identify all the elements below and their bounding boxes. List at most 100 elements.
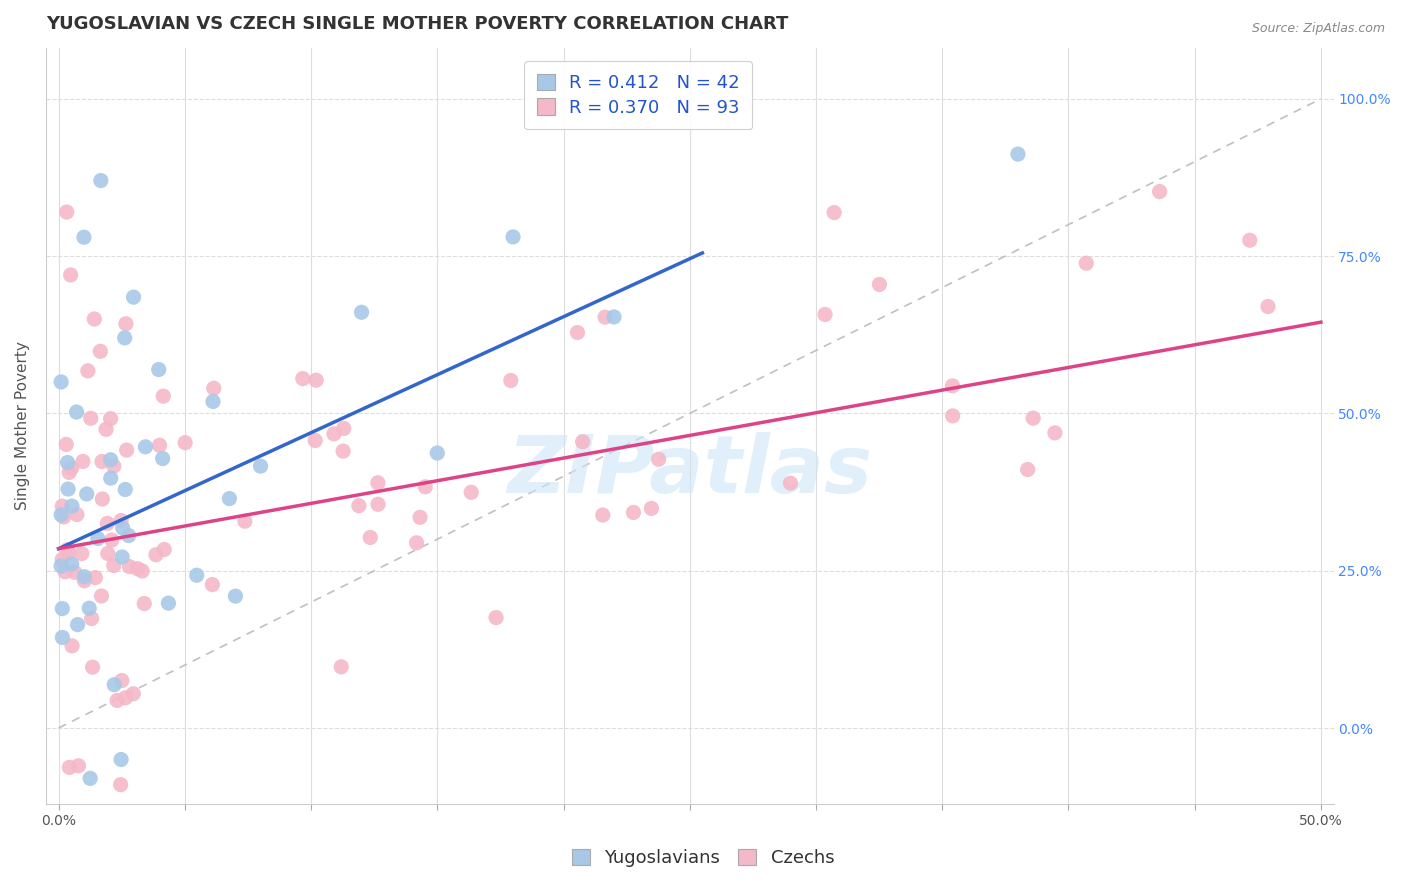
Point [87, 532, 110, 546]
Point [111, 673, 134, 688]
Point [73, 574, 96, 588]
Point [868, 277, 890, 292]
Point [485, 610, 508, 624]
Point [55, 205, 77, 219]
Point [571, 434, 593, 449]
Point [322, 426, 344, 441]
Point [111, 549, 134, 564]
Point [70, 547, 93, 561]
Point [76, 364, 98, 378]
Point [94, 422, 117, 436]
Point [84, 571, 107, 585]
Point [65, 405, 87, 419]
Point [367, 497, 389, 511]
Point [83, 312, 105, 326]
Point [58, 760, 80, 774]
Point [134, 597, 156, 611]
Point [100, 452, 122, 467]
Point [823, 205, 845, 219]
Point [305, 373, 328, 387]
Point [233, 514, 256, 528]
Point [218, 491, 240, 506]
Point [51, 601, 73, 615]
Point [105, 693, 128, 707]
Point [66, 508, 89, 522]
Point [72, 454, 94, 468]
Point [367, 475, 389, 490]
Point [103, 558, 125, 573]
Point [330, 660, 353, 674]
Point [145, 548, 167, 562]
Point [201, 577, 224, 591]
Point [114, 690, 136, 705]
Point [103, 678, 125, 692]
Point [304, 434, 326, 448]
Point [55, 437, 77, 451]
Point [103, 459, 125, 474]
Point [332, 421, 354, 435]
Point [413, 480, 436, 494]
Point [157, 596, 180, 610]
Point [90, 589, 112, 603]
Point [127, 562, 149, 576]
Point [76, 487, 98, 501]
Point [73, 230, 96, 244]
Text: YUGOSLAVIAN VS CZECH SINGLE MOTHER POVERTY CORRELATION CHART: YUGOSLAVIAN VS CZECH SINGLE MOTHER POVER… [46, 15, 789, 33]
Point [224, 589, 246, 603]
Point [623, 505, 645, 519]
Point [63, 566, 86, 580]
Point [593, 310, 616, 325]
Point [73, 570, 96, 584]
Point [1239, 233, 1261, 247]
Point [90, 173, 112, 187]
Point [60, 639, 83, 653]
Point [100, 411, 122, 425]
Point [82, 660, 104, 674]
Point [460, 485, 482, 500]
Point [347, 499, 370, 513]
Legend: Yugoslavians, Czechs: Yugoslavians, Czechs [564, 841, 842, 874]
Point [51, 631, 73, 645]
Point [49, 508, 72, 522]
Point [148, 438, 170, 452]
Point [603, 310, 626, 324]
Point [100, 533, 122, 547]
Point [66, 617, 89, 632]
Point [1017, 462, 1039, 476]
Point [202, 381, 225, 395]
Point [110, 752, 132, 766]
Point [59, 268, 82, 282]
Point [51, 552, 73, 566]
Point [202, 394, 225, 409]
Point [115, 317, 138, 331]
Point [152, 389, 174, 403]
Point [80, 411, 103, 425]
Point [118, 559, 141, 574]
Point [131, 564, 153, 578]
Point [942, 409, 965, 423]
Y-axis label: Single Mother Poverty: Single Mother Poverty [15, 342, 30, 510]
Point [56, 542, 79, 557]
Point [60, 557, 83, 571]
Point [647, 452, 669, 467]
Point [409, 510, 432, 524]
Text: Source: ZipAtlas.com: Source: ZipAtlas.com [1251, 22, 1385, 36]
Point [111, 521, 134, 535]
Point [153, 542, 176, 557]
Point [359, 531, 381, 545]
Point [499, 374, 522, 388]
Point [110, 514, 132, 528]
Point [502, 230, 524, 244]
Point [114, 331, 136, 345]
Point [1043, 425, 1066, 440]
Point [60, 499, 83, 513]
Point [114, 483, 136, 497]
Point [115, 443, 138, 458]
Point [1076, 256, 1098, 270]
Point [51, 499, 73, 513]
Point [49, 375, 72, 389]
Point [174, 435, 197, 450]
Point [1007, 147, 1029, 161]
Point [779, 476, 801, 491]
Point [291, 371, 314, 385]
